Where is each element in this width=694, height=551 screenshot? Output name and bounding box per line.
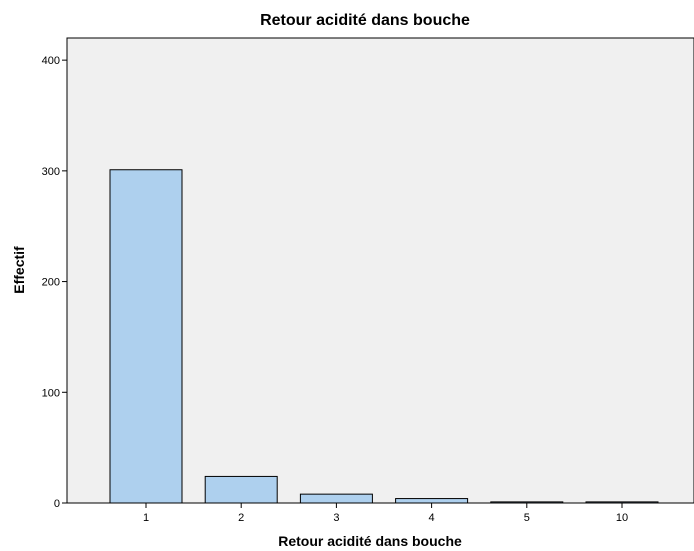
bar-3: [299, 493, 373, 504]
y-tick-label: 400: [42, 55, 60, 67]
y-tick-label: 200: [42, 277, 60, 289]
x-tick-label: 1: [143, 512, 149, 524]
chart-title: Retour acidité dans bouche: [260, 12, 470, 29]
x-tick-label: 2: [238, 512, 244, 524]
x-tick-label: 3: [333, 512, 339, 524]
x-axis-label: Retour acidité dans bouche: [278, 533, 462, 549]
bar-2: [204, 475, 278, 504]
bar-4: [395, 498, 469, 504]
bars-group: [109, 169, 659, 504]
bar-1: [109, 169, 183, 504]
y-tick-label: 0: [54, 498, 60, 510]
y-axis-label: Effectif: [11, 246, 27, 294]
y-axis: 0 100 200 300 400: [42, 55, 67, 510]
x-tick-label: 10: [616, 512, 628, 524]
x-tick-label: 5: [524, 512, 530, 524]
y-tick-label: 100: [42, 387, 60, 399]
x-tick-label: 4: [429, 512, 435, 524]
x-axis: 1 2 3 4 5 10: [143, 503, 628, 524]
y-tick-label: 300: [42, 166, 60, 178]
